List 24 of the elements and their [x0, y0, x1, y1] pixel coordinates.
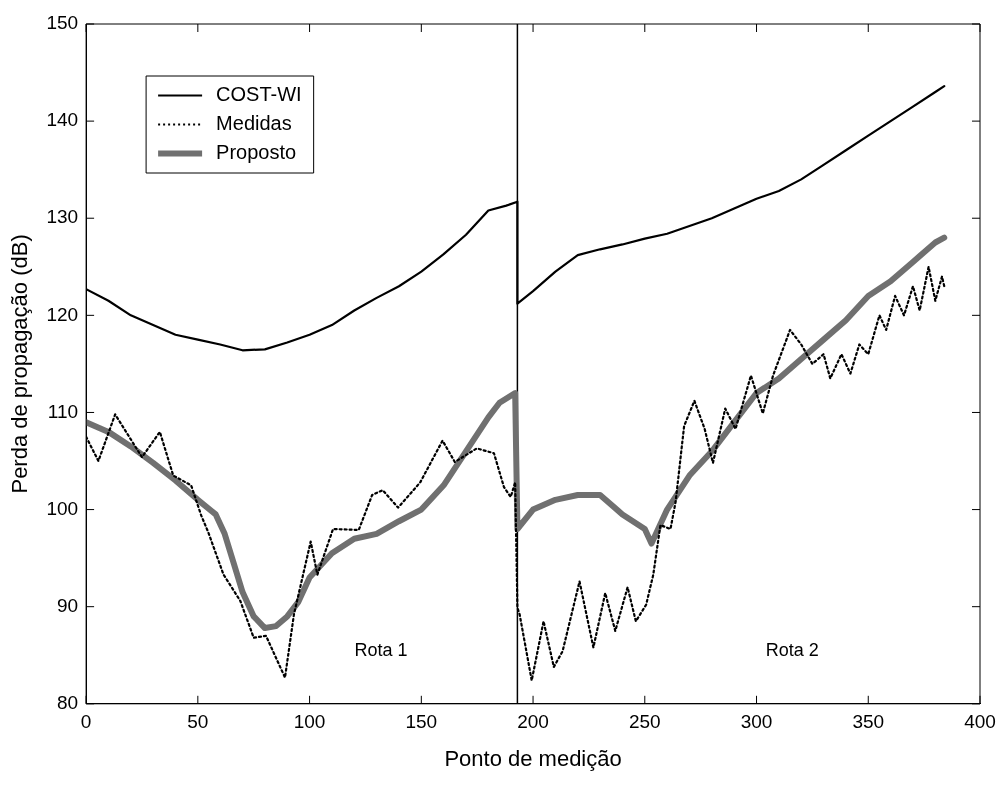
x-axis-title: Ponto de medição	[444, 745, 622, 771]
y-tick-label: 110	[47, 400, 79, 422]
legend-label: Medidas	[216, 112, 292, 135]
x-tick-label: 400	[964, 711, 996, 733]
annotation: Rota 1	[354, 639, 408, 660]
y-tick-label: 100	[46, 497, 79, 519]
legend-label: Proposto	[216, 141, 297, 164]
x-tick-label: 250	[628, 711, 661, 733]
x-tick-label: 50	[187, 711, 209, 733]
x-tick-label: 100	[293, 711, 326, 733]
y-tick-label: 120	[46, 303, 79, 325]
legend-label: COST-WI	[216, 83, 302, 106]
x-tick-label: 350	[852, 711, 885, 733]
y-tick-label: 150	[46, 12, 79, 34]
y-axis-title: Perda de propagação (dB)	[7, 234, 33, 494]
y-tick-label: 140	[46, 109, 79, 131]
annotation: Rota 2	[765, 639, 819, 660]
y-tick-label: 130	[46, 206, 79, 228]
x-tick-label: 200	[517, 711, 549, 733]
y-tick-label: 80	[56, 692, 79, 714]
x-tick-label: 150	[405, 711, 438, 733]
x-tick-label: 0	[80, 711, 92, 733]
x-tick-label: 300	[740, 711, 773, 733]
y-tick-label: 90	[56, 594, 79, 616]
